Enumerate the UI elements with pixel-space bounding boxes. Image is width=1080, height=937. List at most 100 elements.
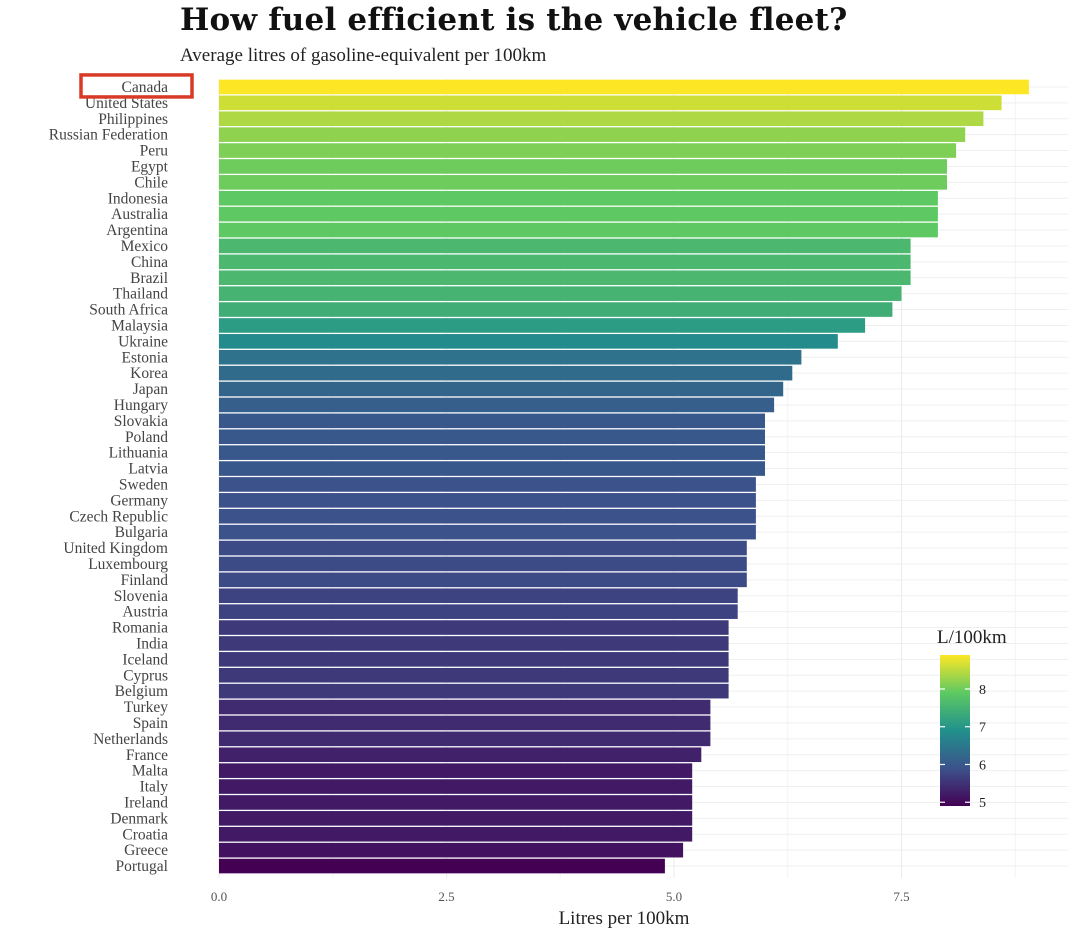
category-label: United Kingdom xyxy=(63,540,168,557)
bar xyxy=(219,397,775,413)
category-label: Australia xyxy=(111,206,168,223)
category-label: Brazil xyxy=(130,270,168,287)
color-legend: L/100km 5 6 7 8 xyxy=(937,627,1007,811)
legend-tick-label: 7 xyxy=(979,721,986,736)
bar xyxy=(219,842,684,858)
category-label: Mexico xyxy=(121,238,169,255)
bar xyxy=(219,190,938,206)
bar xyxy=(219,254,911,270)
category-label: Sweden xyxy=(119,476,168,493)
category-label: Luxembourg xyxy=(88,556,168,573)
category-label: Turkey xyxy=(124,699,168,716)
category-label: Romania xyxy=(112,620,168,637)
category-label: Bulgaria xyxy=(115,524,168,541)
category-label: Peru xyxy=(140,143,169,160)
category-label: Czech Republic xyxy=(69,508,168,525)
bar xyxy=(219,334,838,349)
category-label: Malta xyxy=(132,763,168,780)
category-label: Denmark xyxy=(110,810,168,827)
x-axis: 0.0 2.5 5.0 7.5 Litres per 100km xyxy=(211,889,910,929)
bar xyxy=(219,270,911,286)
category-label: Japan xyxy=(133,381,169,398)
x-tick-label: 7.5 xyxy=(893,889,909,904)
bar xyxy=(219,667,729,683)
bar xyxy=(219,318,866,333)
category-label: Philippines xyxy=(98,111,168,128)
bar xyxy=(219,715,711,731)
bar xyxy=(219,445,765,460)
bars xyxy=(219,79,1029,874)
bar xyxy=(219,811,693,826)
bar xyxy=(219,604,738,619)
category-label: Argentina xyxy=(106,222,168,239)
bar xyxy=(219,826,693,842)
bar xyxy=(219,111,984,127)
category-label: Ireland xyxy=(124,794,168,811)
legend-title: L/100km xyxy=(937,627,1007,648)
category-label: Iceland xyxy=(122,651,168,668)
legend-colorbar xyxy=(940,655,970,806)
bar xyxy=(219,302,893,317)
bar xyxy=(219,652,729,667)
category-label: Chile xyxy=(134,174,168,191)
bar xyxy=(219,477,756,492)
category-label: Indonesia xyxy=(108,190,168,207)
category-label: Korea xyxy=(130,365,168,382)
category-label: Netherlands xyxy=(93,731,168,748)
chart-title: How fuel efficient is the vehicle fleet? xyxy=(180,2,848,38)
bar xyxy=(219,524,756,540)
bar xyxy=(219,79,1029,95)
bar xyxy=(219,381,784,397)
category-label: Slovenia xyxy=(114,588,168,605)
bar xyxy=(219,127,966,142)
category-label: Austria xyxy=(122,604,168,621)
bar xyxy=(219,159,947,174)
bar xyxy=(219,731,711,747)
bar xyxy=(219,508,756,524)
category-label: United States xyxy=(85,95,168,112)
bar xyxy=(219,683,729,699)
x-tick-label: 5.0 xyxy=(666,889,682,904)
category-label: Greece xyxy=(124,842,168,859)
category-label: Egypt xyxy=(131,158,169,175)
bar xyxy=(219,429,765,445)
category-label: Latvia xyxy=(128,461,168,478)
category-label: Croatia xyxy=(122,826,168,843)
bar xyxy=(219,699,711,715)
category-label: China xyxy=(131,254,168,271)
bar xyxy=(219,365,793,381)
x-tick-label: 2.5 xyxy=(438,889,454,904)
bar xyxy=(219,493,756,508)
category-label: Italy xyxy=(140,779,169,796)
x-tick-label: 0.0 xyxy=(211,889,227,904)
bar xyxy=(219,349,802,365)
category-label: Finland xyxy=(121,572,169,589)
bar xyxy=(219,143,957,158)
bar xyxy=(219,95,1002,111)
category-label: South Africa xyxy=(89,302,168,319)
category-label: Canada xyxy=(122,79,169,96)
bar xyxy=(219,747,702,763)
bar xyxy=(219,461,765,476)
category-label: France xyxy=(126,747,168,764)
category-label: Thailand xyxy=(113,286,168,303)
bar xyxy=(219,540,747,556)
category-label: Slovakia xyxy=(114,413,168,430)
bar xyxy=(219,620,729,635)
category-label: Spain xyxy=(133,715,169,732)
bar xyxy=(219,286,902,301)
legend-tick-label: 6 xyxy=(979,758,986,773)
category-label: Russian Federation xyxy=(49,127,168,144)
bar xyxy=(219,238,911,254)
bar xyxy=(219,175,947,190)
category-label: Ukraine xyxy=(118,333,168,350)
bar xyxy=(219,572,747,588)
bar xyxy=(219,636,729,651)
category-label: Malaysia xyxy=(111,317,168,334)
category-label: Belgium xyxy=(115,683,168,700)
bar xyxy=(219,413,765,429)
category-label: Estonia xyxy=(122,349,169,366)
highlight-box xyxy=(79,73,194,99)
x-axis-title: Litres per 100km xyxy=(559,908,690,929)
